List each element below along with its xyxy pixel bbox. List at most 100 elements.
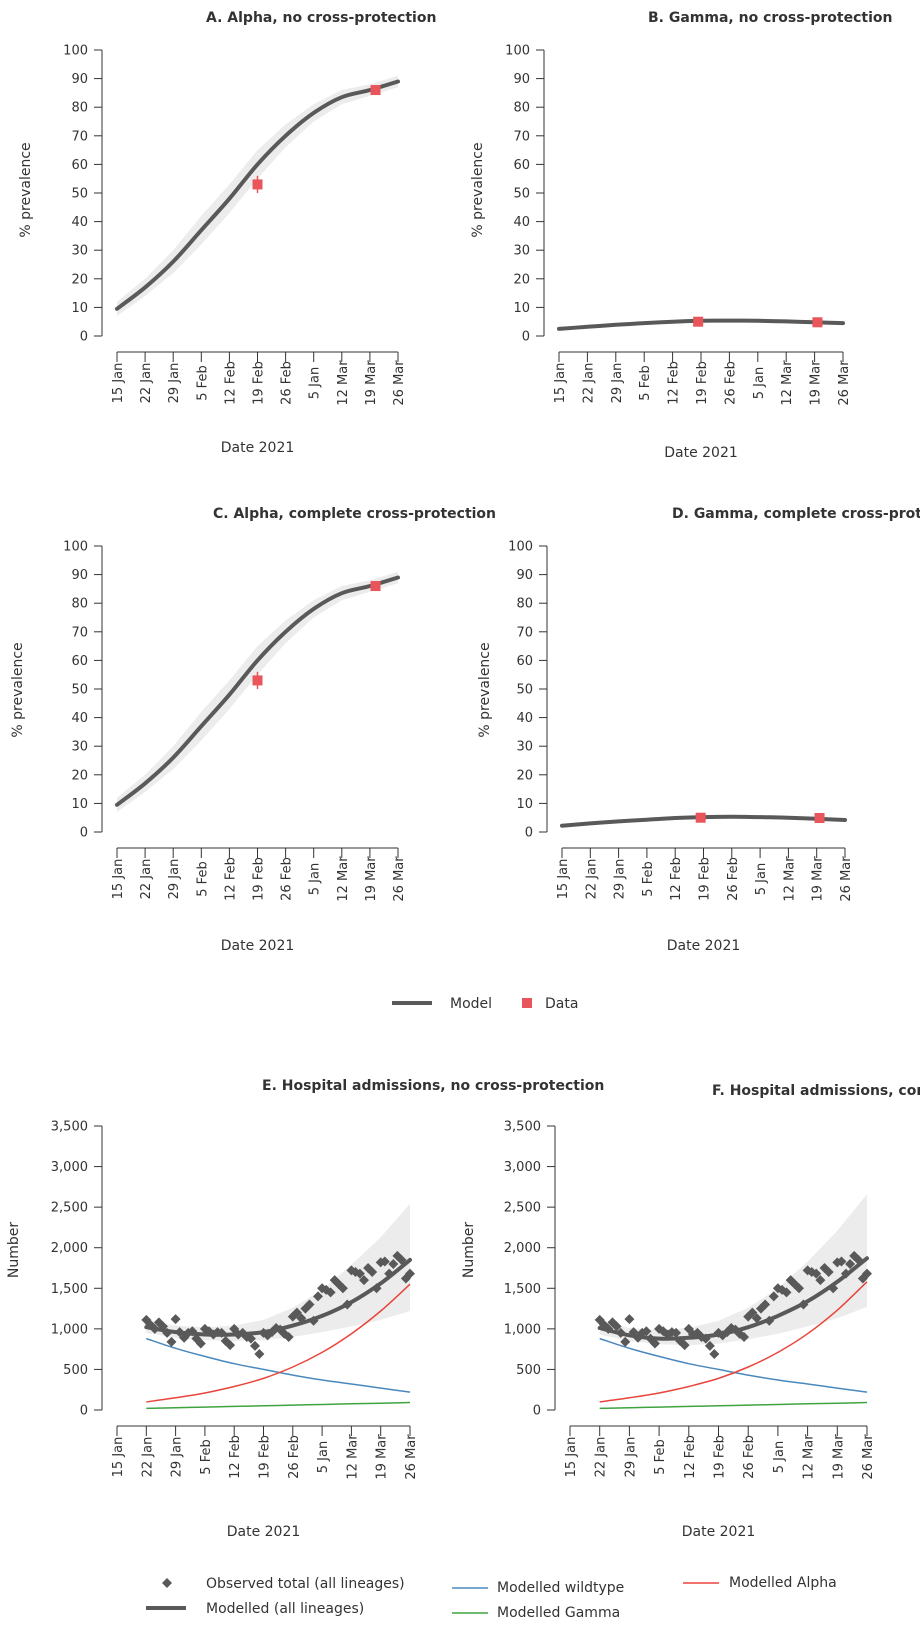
y-tick-label: 30 — [513, 244, 530, 259]
x-axis-label: Date 2021 — [227, 1524, 301, 1540]
x-tick-label: 22 Jan — [584, 859, 599, 900]
observed-point — [836, 1256, 847, 1267]
panel-title: F. Hospital admissions, complete cross-p… — [712, 1083, 920, 1099]
y-tick-label: 40 — [71, 711, 88, 726]
x-tick-label: 19 Feb — [258, 1435, 273, 1479]
x-tick-label: 15 Jan — [111, 1437, 126, 1478]
legend-gamma-label: Modelled Gamma — [497, 1605, 620, 1621]
y-tick-label: 90 — [516, 568, 533, 583]
y-tick-label: 10 — [513, 301, 530, 316]
y-tick-label: 1,000 — [51, 1322, 88, 1337]
y-tick-label: 30 — [71, 740, 88, 755]
x-tick-label: 26 Mar — [837, 360, 852, 406]
legend-top: Model Data — [392, 996, 578, 1012]
observed-point — [862, 1268, 872, 1279]
y-tick-label: 60 — [516, 654, 533, 669]
x-tick-label: 26 Feb — [726, 857, 741, 901]
x-tick-label: 29 Jan — [623, 1437, 638, 1478]
observed-point — [354, 1268, 365, 1279]
legend-wildtype-label: Modelled wildtype — [497, 1580, 624, 1596]
data-point — [695, 812, 706, 823]
x-tick-label: 26 Mar — [392, 856, 407, 902]
y-tick-label: 1,500 — [504, 1282, 541, 1297]
observed-point — [747, 1307, 758, 1318]
x-tick-label: 19 Mar — [809, 360, 824, 406]
legend-observed-label: Observed total (all lineages) — [206, 1576, 405, 1592]
data-point — [693, 316, 704, 327]
y-tick-label: 3,000 — [51, 1160, 88, 1175]
x-tick-label: 26 Feb — [742, 1435, 757, 1479]
y-tick-label: 0 — [533, 1404, 541, 1419]
x-tick-label: 22 Jan — [139, 363, 154, 404]
x-tick-label: 22 Jan — [139, 859, 154, 900]
data-point — [252, 179, 263, 190]
observed-point — [312, 1291, 323, 1302]
y-tick-label: 500 — [516, 1363, 541, 1378]
y-tick-label: 100 — [63, 44, 88, 59]
x-tick-label: 5 Jan — [316, 1441, 331, 1473]
y-tick-label: 70 — [516, 625, 533, 640]
x-axis-label: Date 2021 — [682, 1524, 756, 1540]
observed-point — [337, 1283, 348, 1294]
model-line — [115, 79, 400, 311]
y-tick-label: 90 — [513, 72, 530, 87]
legend-data-label: Data — [545, 996, 578, 1012]
x-tick-label: 12 Mar — [782, 856, 797, 902]
observed-point — [624, 1314, 635, 1325]
x-tick-label: 12 Feb — [667, 361, 682, 405]
y-tick-label: 500 — [63, 1363, 88, 1378]
x-tick-label: 22 Jan — [581, 363, 596, 404]
x-tick-label: 19 Feb — [695, 361, 710, 405]
legend-observed-swatch — [162, 1578, 172, 1588]
observed-point — [283, 1331, 294, 1342]
x-tick-label: 26 Feb — [280, 361, 295, 405]
x-tick-label: 12 Feb — [223, 857, 238, 901]
x-tick-label: 15 Jan — [556, 859, 571, 900]
x-tick-label: 19 Feb — [252, 857, 267, 901]
observed-point — [367, 1267, 378, 1278]
observed-point — [793, 1283, 804, 1294]
legend-bottom: Observed total (all lineages) Modelled (… — [146, 1575, 837, 1621]
observed-point — [245, 1333, 256, 1344]
series-line — [146, 1337, 411, 1393]
panel-a: A. Alpha, no cross-protection 0 10 20 30 40 50… — [18, 10, 436, 456]
y-tick-label: 20 — [513, 272, 530, 287]
x-tick-label: 29 Jan — [610, 363, 625, 404]
data-point — [814, 812, 825, 823]
y-axis-label: % prevalence — [477, 642, 493, 737]
y-tick-label: 0 — [522, 330, 530, 345]
observed-point — [768, 1291, 779, 1302]
x-tick-label: 26 Mar — [392, 360, 407, 406]
y-tick-label: 80 — [71, 597, 88, 612]
x-tick-label: 29 Jan — [167, 363, 182, 404]
observed-point — [166, 1336, 177, 1347]
observed-point — [250, 1340, 261, 1351]
y-tick-label: 100 — [508, 540, 533, 555]
observed-point — [304, 1299, 315, 1310]
y-tick-label: 20 — [516, 768, 533, 783]
x-tick-label: 19 Feb — [698, 857, 713, 901]
y-tick-label: 60 — [71, 158, 88, 173]
y-tick-label: 50 — [516, 683, 533, 698]
confidence-band — [117, 75, 398, 316]
y-tick-label: 1,000 — [504, 1322, 541, 1337]
y-tick-label: 0 — [525, 826, 533, 841]
y-tick-label: 50 — [71, 187, 88, 202]
observed-point — [254, 1349, 265, 1360]
y-axis-label: % prevalence — [10, 642, 26, 737]
panel-title: E. Hospital admissions, no cross-protect… — [262, 1078, 604, 1094]
observed-point — [760, 1299, 771, 1310]
y-tick-label: 20 — [71, 768, 88, 783]
series-line — [599, 1337, 868, 1393]
y-axis-label: % prevalence — [470, 142, 486, 237]
x-tick-label: 12 Mar — [802, 1434, 817, 1480]
y-tick-label: 2,000 — [51, 1241, 88, 1256]
x-axis-label: Date 2021 — [664, 445, 738, 461]
x-tick-label: 19 Mar — [831, 1434, 846, 1480]
y-tick-label: 20 — [71, 272, 88, 287]
panel-title: D. Gamma, complete cross-protection — [672, 506, 920, 522]
x-tick-label: 26 Mar — [839, 856, 854, 902]
legend-data-swatch — [522, 998, 532, 1008]
x-tick-label: 19 Mar — [375, 1434, 390, 1480]
observed-point — [620, 1336, 631, 1347]
